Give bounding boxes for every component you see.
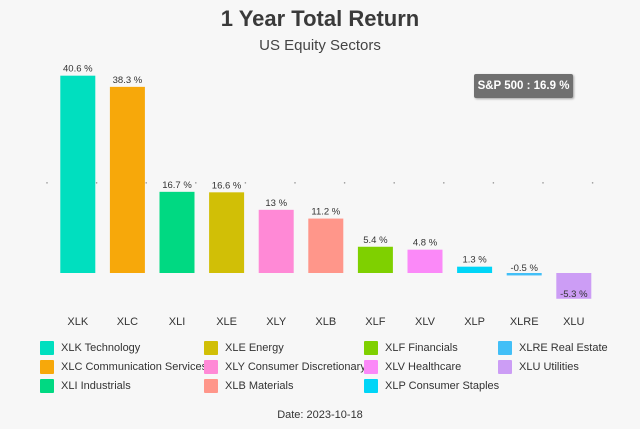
legend-item-xlc: XLC Communication Services <box>40 360 207 374</box>
legend-label: XLI Industrials <box>61 380 131 392</box>
legend-item-xly: XLY Consumer Discretionary <box>204 360 366 374</box>
x-tick-label-xlc: XLC <box>117 316 138 328</box>
grid-dot <box>95 182 98 184</box>
x-tick-label-xly: XLY <box>266 316 287 328</box>
legend-label: XLB Materials <box>225 380 294 392</box>
grid-dot <box>244 182 247 184</box>
legend-item-xlf: XLF Financials <box>364 341 458 355</box>
legend-swatch <box>364 379 378 393</box>
legend-item-xlp: XLP Consumer Staples <box>364 379 499 393</box>
data-label-xlb: 11.2 % <box>311 207 340 218</box>
legend-label: XLK Technology <box>61 342 141 354</box>
grid-dot <box>443 182 445 184</box>
data-label-xlv: 4.8 % <box>413 238 438 249</box>
x-tick-label-xle: XLE <box>216 316 237 328</box>
chart-subtitle: US Equity Sectors <box>259 37 381 54</box>
bar-xlu <box>556 273 592 299</box>
data-label-xle: 16.6 % <box>212 180 242 191</box>
data-label-xly: 13 % <box>265 198 287 209</box>
legend-swatch <box>204 341 218 355</box>
bar-xle <box>209 192 245 273</box>
data-label-xlc: 38.3 % <box>113 75 143 86</box>
legend-item-xlk: XLK Technology <box>40 341 140 355</box>
bar-xlf <box>357 246 393 273</box>
x-tick-label-xlre: XLRE <box>510 316 539 328</box>
x-tick-label-xlb: XLB <box>315 316 336 328</box>
date-footer: Date: 2023-10-18 <box>277 409 363 421</box>
data-label-xlre: -0.5 % <box>510 263 538 274</box>
legend: XLK Technology XLC Communication Services… <box>40 341 620 399</box>
data-label-xlk: 40.6 % <box>63 64 93 75</box>
x-tick-label-xlf: XLF <box>365 316 385 328</box>
grid-dot <box>343 182 346 184</box>
legend-swatch <box>364 360 378 374</box>
legend-label: XLU Utilities <box>519 361 579 373</box>
bar-xli <box>159 191 195 273</box>
bar-xlre <box>506 273 542 276</box>
x-tick-label-xlk: XLK <box>67 316 88 328</box>
grid-dot <box>294 182 296 184</box>
legend-swatch <box>40 341 54 355</box>
legend-swatch <box>40 360 54 374</box>
bar-xlb <box>308 218 344 273</box>
legend-item-xle: XLE Energy <box>204 341 284 355</box>
x-tick-label-xli: XLI <box>169 316 186 328</box>
legend-label: XLE Energy <box>225 342 284 354</box>
grid-dot <box>591 182 594 184</box>
legend-item-xli: XLI Industrials <box>40 379 131 393</box>
legend-item-xlre: XLRE Real Estate <box>498 341 608 355</box>
legend-label: XLY Consumer Discretionary <box>225 361 366 373</box>
bar-xlv <box>407 249 443 273</box>
grid-dot <box>195 182 197 184</box>
legend-swatch <box>364 341 378 355</box>
legend-label: XLP Consumer Staples <box>385 380 500 392</box>
legend-item-xlb: XLB Materials <box>204 379 293 393</box>
sp500-annotation: S&P 500 : 16.9 % <box>474 74 573 98</box>
legend-label: XLV Healthcare <box>385 361 462 373</box>
legend-swatch <box>40 379 54 393</box>
data-label-xlu: -5.3 % <box>560 289 588 300</box>
grid-dot <box>145 182 147 184</box>
bar-xlk <box>60 75 96 274</box>
legend-swatch <box>204 360 218 374</box>
bar-xlc <box>109 86 145 273</box>
grid-dot <box>393 182 396 184</box>
legend-label: XLF Financials <box>385 342 458 354</box>
chart-title: 1 Year Total Return <box>220 6 420 31</box>
x-tick-label-xlp: XLP <box>464 316 485 328</box>
legend-swatch <box>498 341 512 355</box>
grid-dot <box>46 182 48 184</box>
x-tick-label-xlu: XLU <box>563 316 584 328</box>
bar-xlp <box>457 266 493 273</box>
data-label-xlf: 5.4 % <box>363 235 388 246</box>
legend-item-xlu: XLU Utilities <box>498 360 579 374</box>
bar-xly <box>258 209 294 273</box>
data-label-xli: 16.7 % <box>162 180 192 191</box>
x-tick-label-xlv: XLV <box>415 316 436 328</box>
legend-label: XLC Communication Services <box>61 361 208 373</box>
data-label-xlp: 1.3 % <box>462 255 487 266</box>
legend-swatch <box>204 379 218 393</box>
legend-swatch <box>498 360 512 374</box>
grid-dot <box>492 182 495 184</box>
grid-dot <box>542 182 544 184</box>
legend-item-xlv: XLV Healthcare <box>364 360 461 374</box>
legend-label: XLRE Real Estate <box>519 342 608 354</box>
